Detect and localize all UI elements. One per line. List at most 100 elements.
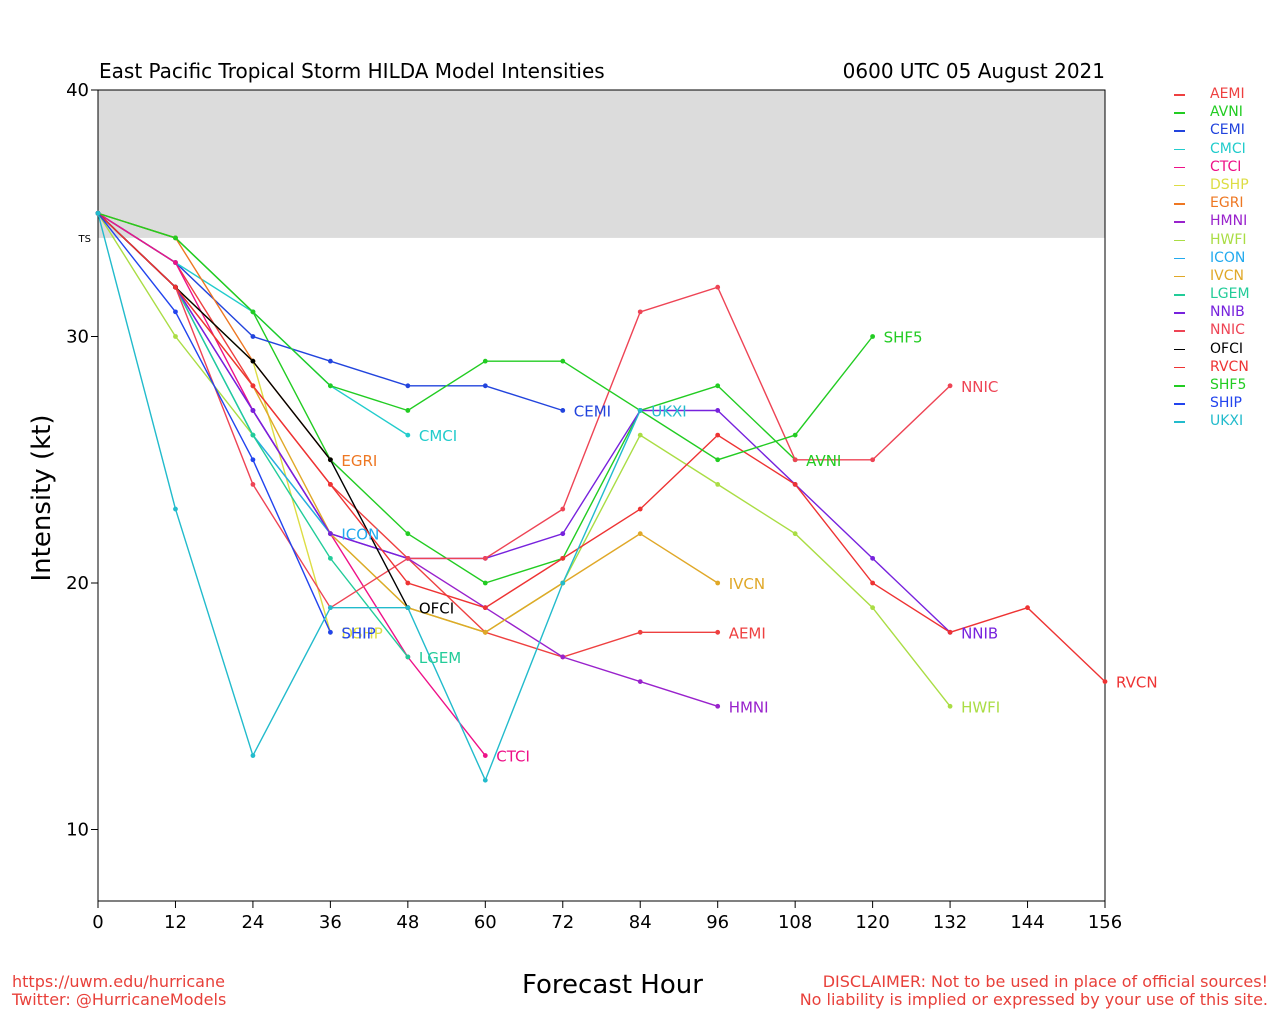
series-line-dshp xyxy=(97,212,332,633)
series-line-ivcn xyxy=(97,212,719,634)
data-point-rvcn xyxy=(173,284,178,290)
legend-swatch xyxy=(1174,184,1185,187)
disclaimer-line-2: No liability is implied or expressed by … xyxy=(799,990,1268,1009)
legend-label: OFCI xyxy=(1210,340,1243,357)
data-point-rvcn xyxy=(327,482,333,487)
data-point-ivcn xyxy=(637,531,643,537)
data-point-hwfi xyxy=(947,703,953,709)
legend-swatch xyxy=(1174,294,1185,296)
legend-label: HWFI xyxy=(1210,231,1247,248)
legend-swatch xyxy=(1174,330,1185,332)
end-label-hwfi: HWFI xyxy=(961,698,1000,716)
legend-swatch xyxy=(1174,366,1185,369)
data-point-ship xyxy=(173,309,178,315)
legend-label: IVCN xyxy=(1210,267,1244,284)
data-point-ukxi xyxy=(327,605,333,611)
series-line-avni xyxy=(97,212,796,584)
x-tick-label: 108 xyxy=(778,912,812,933)
legend-item-shf5: SHF5 xyxy=(1172,377,1272,395)
legend-label: NNIB xyxy=(1210,304,1245,321)
data-point-shf5 xyxy=(405,408,411,413)
data-point-ukxi xyxy=(405,605,411,611)
x-tick-label: 144 xyxy=(1010,912,1044,933)
tropical-storm-band: TS xyxy=(78,90,1105,245)
x-tick-label: 36 xyxy=(319,912,342,933)
data-point-hwfi xyxy=(715,482,721,487)
data-point-rvcn xyxy=(870,580,876,586)
x-tick-label: 132 xyxy=(933,912,967,933)
x-tick-label: 12 xyxy=(164,912,187,933)
legend-swatch xyxy=(1174,275,1185,278)
ts-band-label: TS xyxy=(78,234,91,245)
legend-item-hmni: HMNI xyxy=(1172,213,1272,231)
series-line-nnib xyxy=(97,212,951,633)
legend-label: SHIP xyxy=(1210,395,1242,412)
data-point-shf5 xyxy=(173,235,178,241)
end-label-nnic: NNIC xyxy=(961,378,998,396)
legend-item-cemi: CEMI xyxy=(1172,122,1272,140)
data-point-ukxi xyxy=(637,408,643,413)
data-point-hmni xyxy=(715,703,721,709)
x-tick-label: 60 xyxy=(474,912,497,933)
legend-item-rvcn: RVCN xyxy=(1172,359,1272,377)
legend-swatch xyxy=(1174,257,1185,260)
footer-twitter-handle[interactable]: Twitter: @HurricaneModels xyxy=(12,990,227,1009)
legend-label: UKXI xyxy=(1210,413,1244,430)
legend-swatch xyxy=(1174,221,1185,223)
data-point-nnic xyxy=(870,457,876,463)
legend-item-nnib: NNIB xyxy=(1172,304,1272,322)
data-point-hwfi xyxy=(173,334,178,339)
end-label-shf5: SHF5 xyxy=(884,329,923,347)
end-label-ivcn: IVCN xyxy=(729,575,765,593)
legend-item-avni: AVNI xyxy=(1172,104,1272,122)
plot-frame xyxy=(97,89,1106,902)
data-point-nnic xyxy=(792,457,798,463)
end-label-ofci: OFCI xyxy=(419,600,454,618)
y-tick-label: 10 xyxy=(66,820,89,841)
data-point-hwfi xyxy=(792,531,798,537)
series-end-labels: AEMI AVNI CEMI CMCI CTCI DSHP EGRI HMNI HWFI ICON… xyxy=(341,329,1157,766)
data-point-avni xyxy=(715,383,721,389)
legend-label: EGRI xyxy=(1210,195,1244,212)
legend-item-ofci: OFCI xyxy=(1172,341,1272,359)
end-label-ctci: CTCI xyxy=(496,748,530,766)
series-line-cemi xyxy=(97,212,564,412)
legend-swatch xyxy=(1174,312,1185,314)
data-point-ivcn xyxy=(715,580,721,586)
legend-swatch xyxy=(1174,130,1185,132)
end-label-dshp: DSHP xyxy=(341,624,382,642)
legend-swatch xyxy=(1174,94,1185,96)
legend-item-ukxi: UKXI xyxy=(1172,413,1272,431)
end-label-icon: ICON xyxy=(341,526,379,544)
data-point-ctci xyxy=(482,753,488,758)
end-label-avni: AVNI xyxy=(806,452,841,470)
data-point-shf5 xyxy=(715,457,721,463)
legend-label: CEMI xyxy=(1210,122,1245,139)
footer-disclaimer: DISCLAIMER: Not to be used in place of o… xyxy=(800,973,1268,1009)
data-point-nnic xyxy=(482,555,488,561)
end-label-egri: EGRI xyxy=(341,452,377,470)
series-line-rvcn xyxy=(97,212,1106,683)
footer-url-link[interactable]: https://uwm.edu/hurricane xyxy=(12,972,225,991)
data-point-cemi xyxy=(482,383,488,389)
data-point-ship xyxy=(327,629,333,635)
legend-swatch xyxy=(1174,203,1185,205)
data-point-nnic xyxy=(947,383,953,389)
y-tick-label: 20 xyxy=(66,573,89,594)
legend-item-lgem: LGEM xyxy=(1172,286,1272,304)
data-point-shf5 xyxy=(792,432,798,438)
chart-title: East Pacific Tropical Storm HILDA Model … xyxy=(99,59,605,83)
legend-label: AEMI xyxy=(1210,86,1245,102)
data-point-rvcn xyxy=(715,432,721,438)
data-point-nnic xyxy=(637,309,643,315)
x-tick-label: 48 xyxy=(396,912,419,933)
data-point-rvcn xyxy=(1025,605,1030,611)
data-point-hmni xyxy=(560,654,566,660)
data-point-cmci xyxy=(405,432,411,438)
legend-label: ICON xyxy=(1210,249,1246,266)
x-tick-label: 0 xyxy=(92,912,103,933)
chart-axes: 0 12 24 36 48 60 72 84 96 108 120 132 144 156 10 20 30 40 xyxy=(66,80,1122,933)
data-point-ukxi xyxy=(560,580,566,586)
legend-swatch xyxy=(1174,166,1185,169)
